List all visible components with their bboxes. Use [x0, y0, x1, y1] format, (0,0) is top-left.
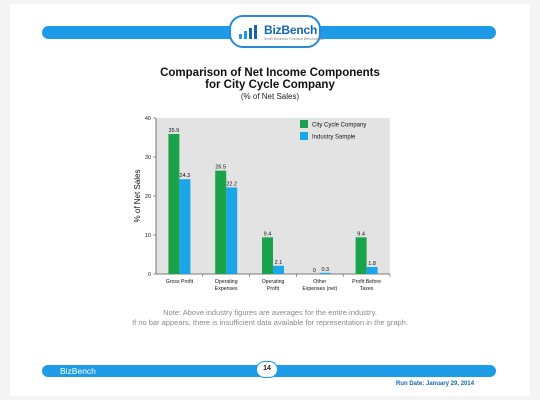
data-label: 26.5 — [215, 165, 226, 171]
brand-logo: BizBench Small Business Financial Benchm… — [229, 15, 324, 48]
y-tick-label: 30 — [145, 155, 151, 161]
chart-title-line1: Comparison of Net Income Components — [160, 67, 380, 79]
x-tick-label: Other — [313, 279, 326, 285]
data-label: 22.2 — [226, 181, 237, 187]
logo-tagline: Small Business Financial Benchmarks — [264, 37, 324, 41]
run-date: Run Date: January 29, 2014 — [396, 381, 475, 387]
x-tick-label: Expenses (net) — [302, 286, 337, 292]
data-label: 9.4 — [264, 231, 272, 237]
data-label: 35.9 — [169, 128, 180, 134]
data-label: 9.4 — [357, 231, 365, 237]
y-axis-title: % of Net Sales — [133, 170, 142, 223]
data-label: 0.3 — [321, 267, 329, 273]
bar-industry — [226, 187, 238, 274]
bar-chart-logo-icon — [239, 25, 257, 39]
y-tick-label: 20 — [145, 194, 151, 200]
y-tick-label: 10 — [145, 233, 151, 239]
legend-swatch — [300, 120, 308, 128]
note-line1: Note: Above industry figures are average… — [163, 308, 377, 317]
bar-industry — [366, 266, 378, 274]
bar-company — [355, 237, 367, 274]
bar-company — [215, 170, 227, 274]
page-number: 14 — [256, 361, 278, 378]
bar-company — [262, 237, 273, 274]
chart-subtitle: (% of Net Sales) — [240, 92, 300, 101]
bar-industry — [319, 272, 331, 274]
data-label: 2.1 — [275, 260, 283, 266]
note-line2: If no bar appears, there is insufficient… — [132, 318, 408, 327]
logo-brand-text: BizBench — [264, 23, 318, 37]
legend-label: Industry Sample — [312, 135, 356, 141]
x-tick-label: Gross Profit — [166, 279, 194, 285]
legend-swatch — [300, 132, 308, 140]
x-tick-label: Expenses — [215, 286, 238, 292]
data-label: 24.3 — [180, 173, 191, 179]
y-tick-label: 40 — [145, 116, 151, 122]
y-tick-label: 0 — [148, 272, 151, 278]
bar-company — [168, 133, 180, 274]
bar-industry — [179, 179, 191, 274]
data-label: 1.8 — [368, 261, 376, 267]
bar-industry — [273, 265, 284, 274]
footer-brand: BizBench — [60, 366, 96, 376]
x-tick-label: Profit Before — [352, 279, 381, 285]
data-label: 0 — [313, 268, 316, 274]
x-tick-label: Operating — [215, 279, 238, 285]
x-tick-label: Taxes — [360, 286, 374, 292]
x-tick-label: Profit — [267, 286, 280, 292]
x-tick-label: Operating — [262, 279, 285, 285]
legend-label: City Cycle Company — [312, 123, 366, 129]
chart-title-line2: for City Cycle Company — [205, 79, 335, 91]
